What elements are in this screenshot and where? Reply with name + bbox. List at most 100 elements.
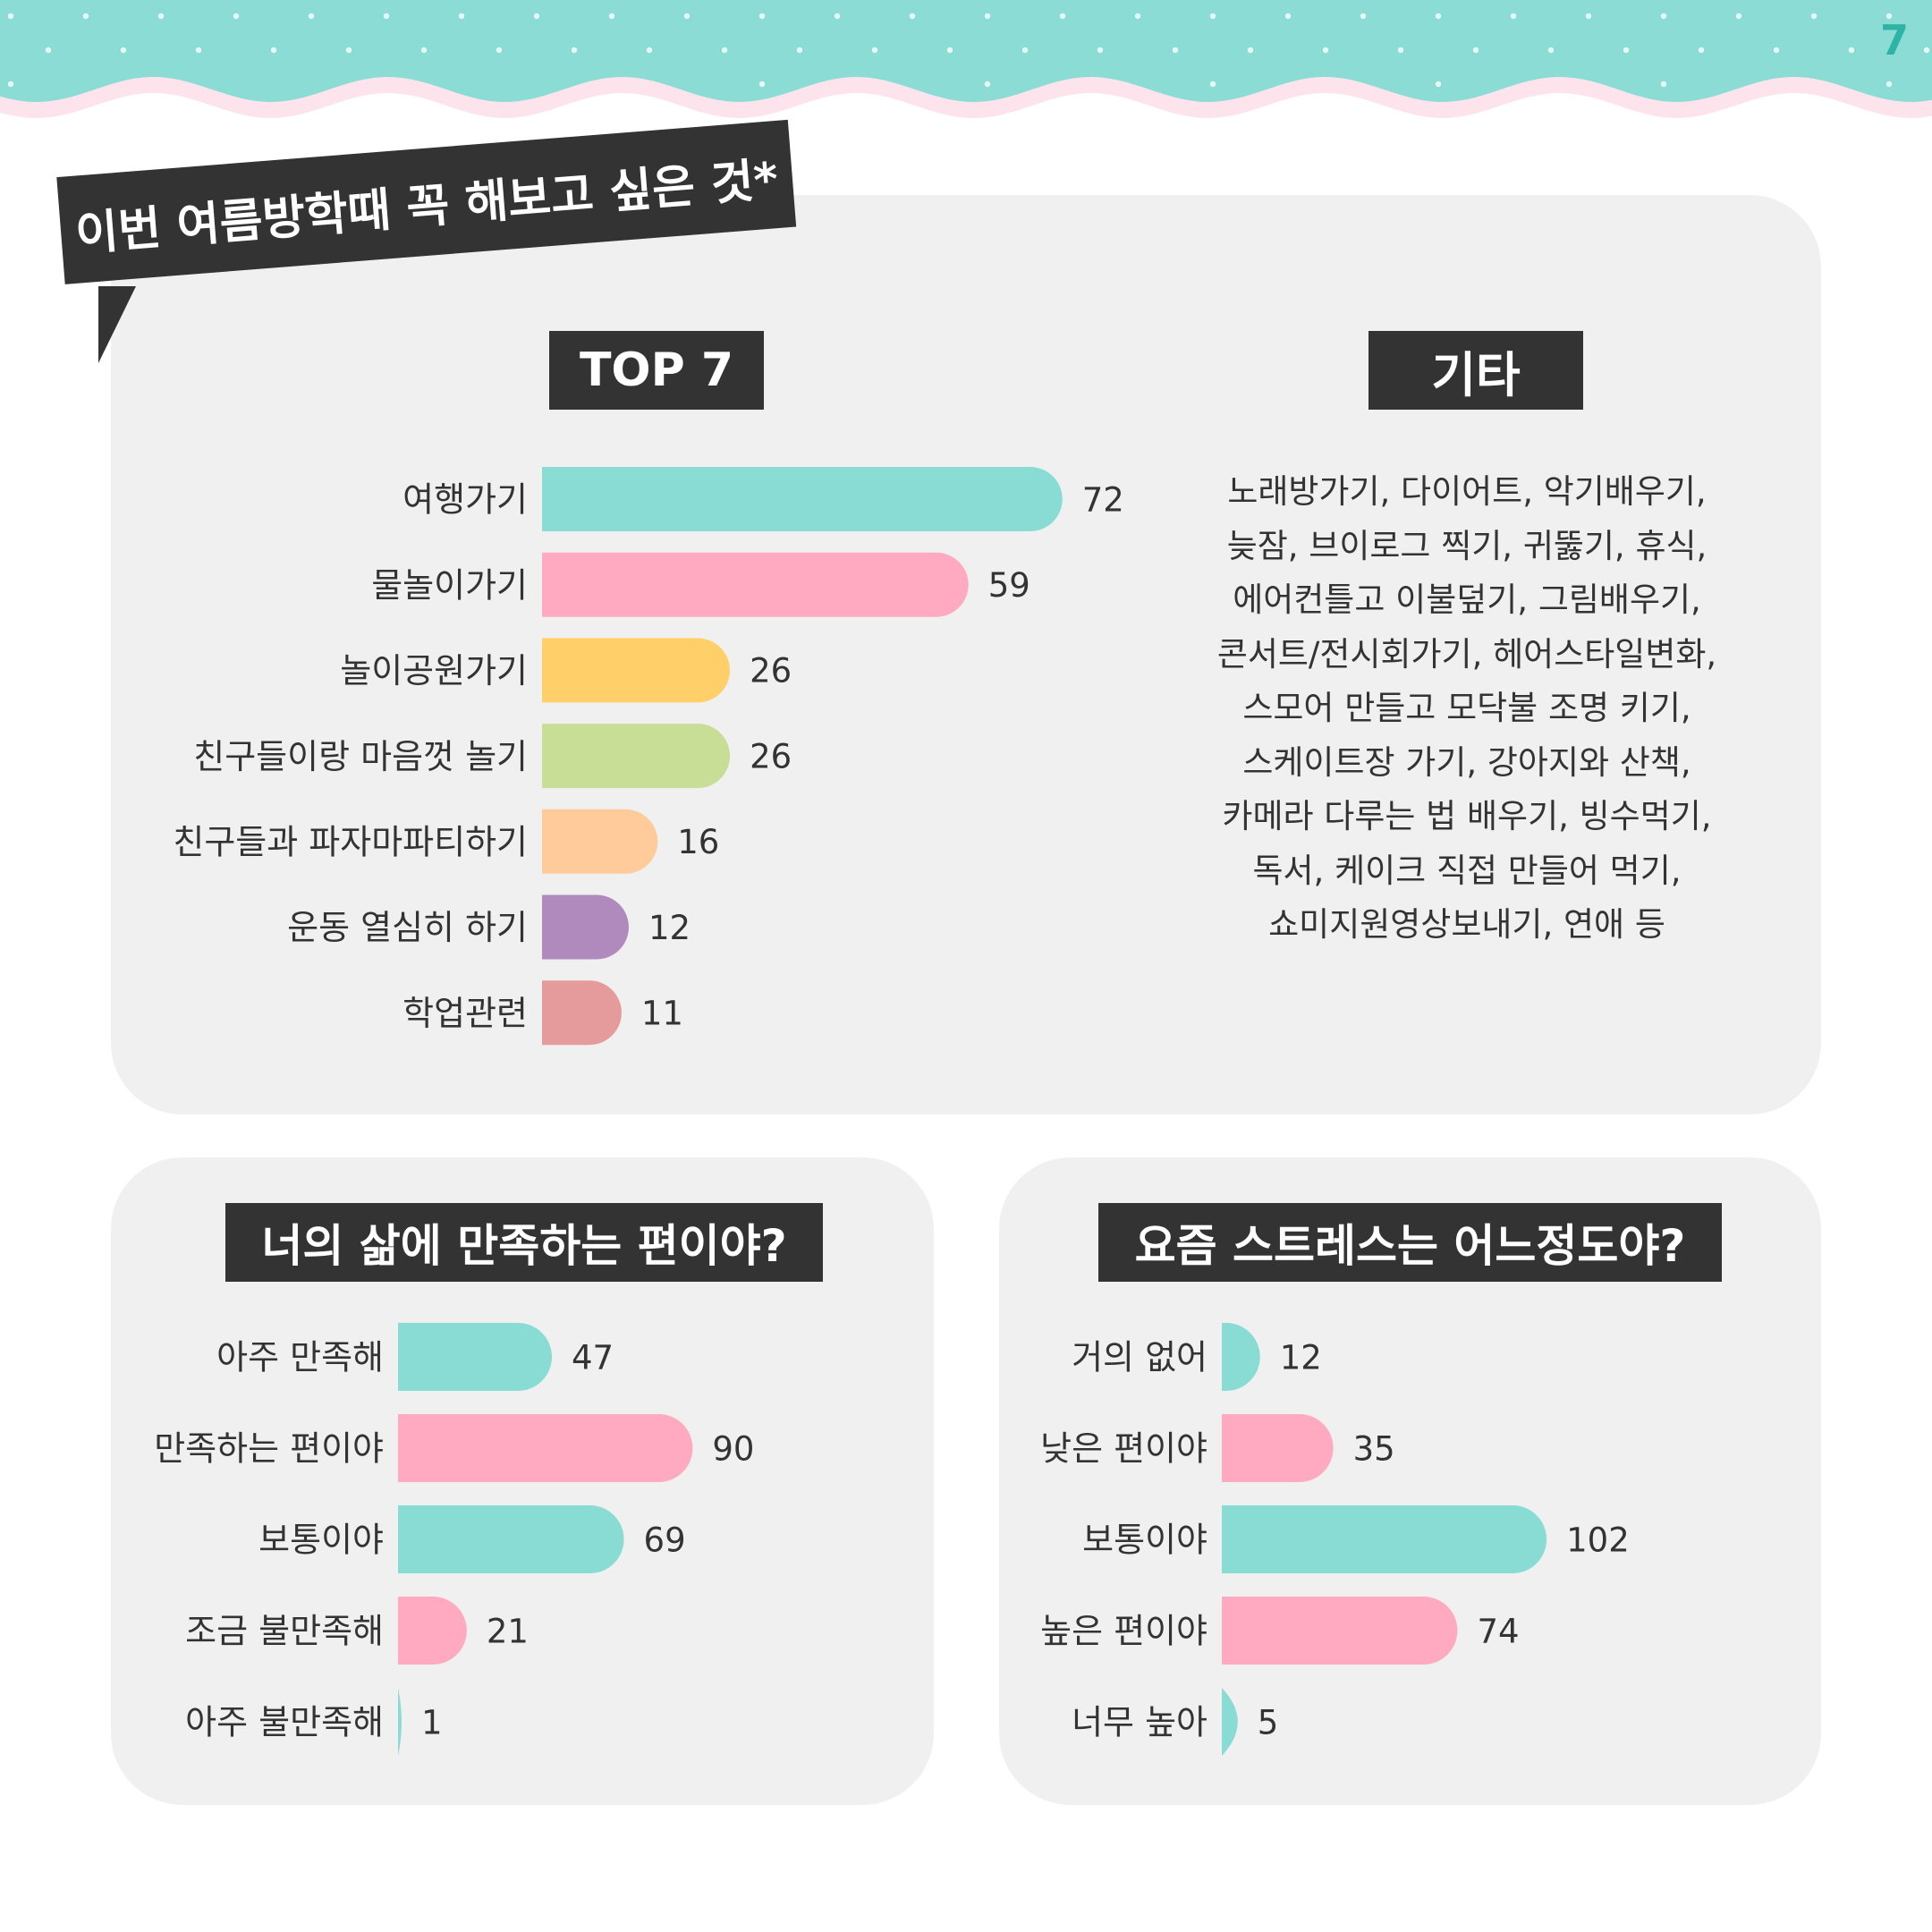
etc-line: 늦잠, 브이로그 찍기, 귀뚫기, 휴식, (1226, 526, 1707, 565)
bar (1222, 1414, 1334, 1482)
value-label: 74 (1477, 1612, 1519, 1650)
header-dot (1435, 80, 1442, 88)
value-label: 72 (1082, 480, 1124, 519)
category-label: 운동 열심히 하기 (287, 908, 528, 947)
etc-line: 독서, 케이크 직접 만들어 먹기, (1252, 851, 1682, 890)
header-dot (1660, 13, 1667, 20)
header-dot (984, 80, 991, 88)
value-label: 12 (1280, 1338, 1322, 1377)
header-dot (1735, 13, 1742, 20)
chart-1: 아주 만족해 47 만족하는 편이야 90 보통이야 69 조금 불만족해 21 아주 불만족해… (154, 1323, 754, 1756)
header-dot (1773, 47, 1780, 54)
header-dot (1097, 47, 1104, 54)
category-label: 낮은 편이야 (1040, 1429, 1208, 1469)
header-dot (233, 13, 240, 20)
satisfaction-chart-title: 너의 삶에 만족하는 편이야? (225, 1203, 823, 1282)
bar (1222, 1597, 1458, 1665)
header-dot (1885, 80, 1893, 88)
header-dot (683, 13, 691, 20)
value-label: 26 (750, 652, 792, 691)
header-dot (195, 47, 202, 54)
header-dot (1360, 13, 1367, 20)
header-dot (496, 47, 503, 54)
bar (542, 638, 731, 703)
header-dot (1472, 47, 1479, 54)
category-label: 높은 편이야 (1040, 1612, 1208, 1651)
header-dot (1172, 47, 1179, 54)
header-dot (1698, 47, 1705, 54)
value-label: 90 (712, 1429, 754, 1468)
value-label: 102 (1566, 1521, 1630, 1559)
bar (542, 467, 1063, 531)
header-dot (1322, 47, 1329, 54)
header-dot (1623, 47, 1630, 54)
chart-2: 거의 없어 12 낮은 편이야 35 보통이야 102 높은 편이야 74 너무 높아 5 (1040, 1323, 1630, 1756)
category-label: 보통이야 (258, 1521, 384, 1560)
value-label: 26 (750, 737, 792, 775)
banner-tail (98, 286, 136, 363)
etc-line: 에어컨틀고 이불덮기, 그림배우기, (1233, 580, 1701, 619)
header-dot (383, 13, 390, 20)
header-dot (946, 47, 953, 54)
header-dot (1660, 80, 1667, 88)
value-label: 69 (644, 1521, 686, 1559)
header-dot (1397, 47, 1404, 54)
category-label: 놀이공원가기 (340, 651, 528, 691)
header-dot (45, 47, 52, 54)
header-wave-teal (0, 0, 1932, 102)
header-dot (1247, 47, 1254, 54)
category-label: 보통이야 (1082, 1521, 1208, 1560)
bar (398, 1414, 693, 1482)
header-dot (758, 13, 766, 20)
header-dot (1810, 13, 1818, 20)
header-dot (834, 13, 841, 20)
bar (398, 1323, 553, 1391)
header-dot (308, 13, 315, 20)
header-dot (420, 47, 428, 54)
header-dot (1021, 47, 1029, 54)
category-label: 물놀이가기 (371, 565, 528, 605)
header-dot (1848, 47, 1855, 54)
header-dot (120, 47, 127, 54)
bar (398, 1688, 402, 1756)
etc-list: 노래방가기, 다이어트, 악기배우기, 늦잠, 브이로그 찍기, 귀뚫기, 휴식… (1199, 465, 1735, 953)
category-label: 학업관련 (402, 994, 528, 1033)
bar (542, 894, 629, 960)
header-dot (157, 13, 165, 20)
category-label: 친구들과 파자마파티하기 (173, 822, 528, 861)
value-label: 47 (572, 1338, 614, 1377)
etc-line: 노래방가기, 다이어트, 악기배우기, (1227, 472, 1707, 511)
header-dot (1547, 47, 1555, 54)
header-dot (1134, 13, 1141, 20)
bar (542, 724, 731, 789)
etc-line: 콘서트/전시회가기, 헤어스타일변화, (1216, 634, 1717, 674)
category-label: 아주 불만족해 (185, 1703, 384, 1742)
header-dot (721, 47, 728, 54)
etc-line: 스모어 만들고 모닥불 조명 키기, (1242, 689, 1691, 727)
header-wave-decoration (0, 0, 1932, 118)
top7-tag: TOP 7 (549, 331, 764, 410)
stress-chart-title: 요즘 스트레스는 어느정도야? (1098, 1203, 1722, 1282)
header-dot (871, 47, 878, 54)
header-dot (1923, 47, 1930, 54)
chart-0: 여행가기 72 물놀이가기 59 놀이공원가기 26 친구들이랑 마음껏 놀기 26 친구들과 … (173, 467, 1124, 1046)
value-label: 21 (487, 1612, 529, 1650)
category-label: 여행가기 (402, 480, 528, 520)
header-dot (1510, 13, 1517, 20)
page-number: 7 (1879, 16, 1909, 64)
header-dot (533, 13, 540, 20)
header-dot (984, 13, 991, 20)
header-dot (1209, 13, 1216, 20)
value-label: 35 (1353, 1429, 1395, 1468)
header-dot (7, 13, 14, 20)
value-label: 11 (641, 995, 683, 1033)
category-label: 조금 불만족해 (185, 1612, 384, 1651)
header-dot (1435, 13, 1442, 20)
header-dot (1059, 13, 1066, 20)
header-dot (608, 13, 615, 20)
header-dot (82, 13, 89, 20)
header-dot (758, 80, 766, 88)
etc-line: 카메라 다루는 법 배우기, 빙수먹기, (1222, 797, 1712, 835)
header-dot (1284, 13, 1292, 20)
value-label: 1 (421, 1703, 443, 1741)
